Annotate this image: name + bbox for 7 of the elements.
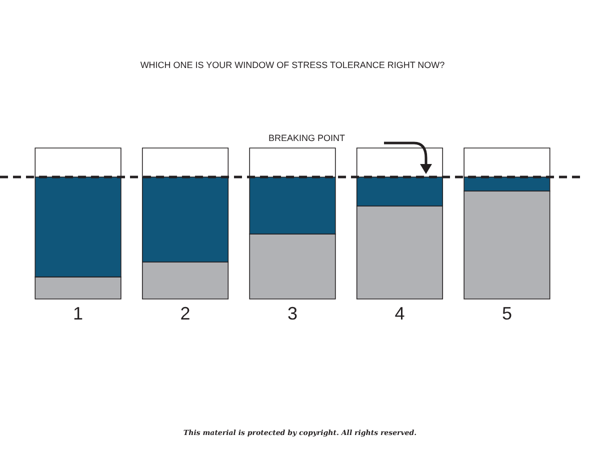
x-tick-label: 1 — [73, 304, 84, 324]
x-tick-label: 5 — [502, 304, 512, 324]
ref-line-label: BREAKING POINT — [268, 133, 346, 143]
x-tick-label: 3 — [287, 304, 298, 324]
x-tick-label: 4 — [394, 304, 405, 324]
chart-title: WHICH ONE IS YOUR WINDOW OF STRESS TOLERANCE RIGHT NOW? — [140, 60, 445, 70]
x-tick-label: 2 — [180, 304, 190, 324]
